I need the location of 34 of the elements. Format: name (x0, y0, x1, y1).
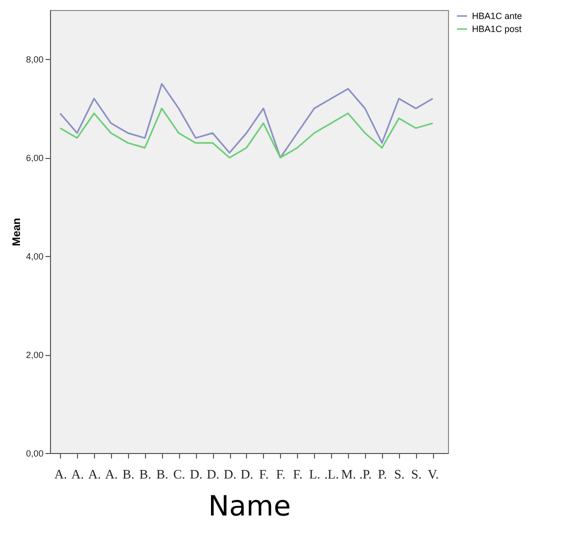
x-tick-label: F. (276, 466, 286, 482)
x-axis-title: Name (208, 490, 291, 522)
x-tick-label: A. (88, 466, 101, 482)
y-tick-label: 0,00 (26, 448, 44, 458)
line-series (59, 83, 434, 158)
line-series (59, 108, 434, 158)
x-tick-label: A. (54, 466, 67, 482)
y-axis-title: Mean (10, 218, 23, 246)
x-tick-label: B. (156, 466, 168, 482)
y-tick-label: 4,00 (26, 252, 44, 262)
legend-label: HBA1C post (472, 24, 522, 34)
x-tick-label: D. (240, 466, 254, 482)
x-tick-label: P. (378, 466, 387, 482)
x-tick-label: A. (105, 466, 118, 482)
x-tick-label: V. (428, 466, 439, 482)
y-tick-label: 2,00 (26, 350, 44, 360)
y-tick-label: 6,00 (26, 153, 44, 164)
x-tick-label: D. (206, 466, 220, 482)
x-tick-label: .P. (359, 466, 372, 482)
x-tick-label: A. (71, 466, 84, 482)
x-tick-label: F. (259, 466, 269, 482)
x-tick-label: B. (139, 466, 152, 482)
x-tick-label: B. (122, 466, 134, 482)
x-tick-label: L. (309, 466, 320, 482)
x-tick-label: S. (394, 466, 405, 482)
x-tick-label: D. (224, 466, 236, 482)
x-tick-label: M. (341, 466, 356, 482)
x-tick-label: D. (190, 466, 202, 482)
x-tick-label: S. (411, 466, 422, 482)
x-tick-label: F. (293, 466, 302, 482)
x-tick-label: C. (173, 466, 186, 482)
y-tick-label: 8,00 (26, 54, 44, 65)
legend-label: HBA1C ante (472, 11, 522, 21)
x-tick-label: .L. (324, 466, 339, 482)
